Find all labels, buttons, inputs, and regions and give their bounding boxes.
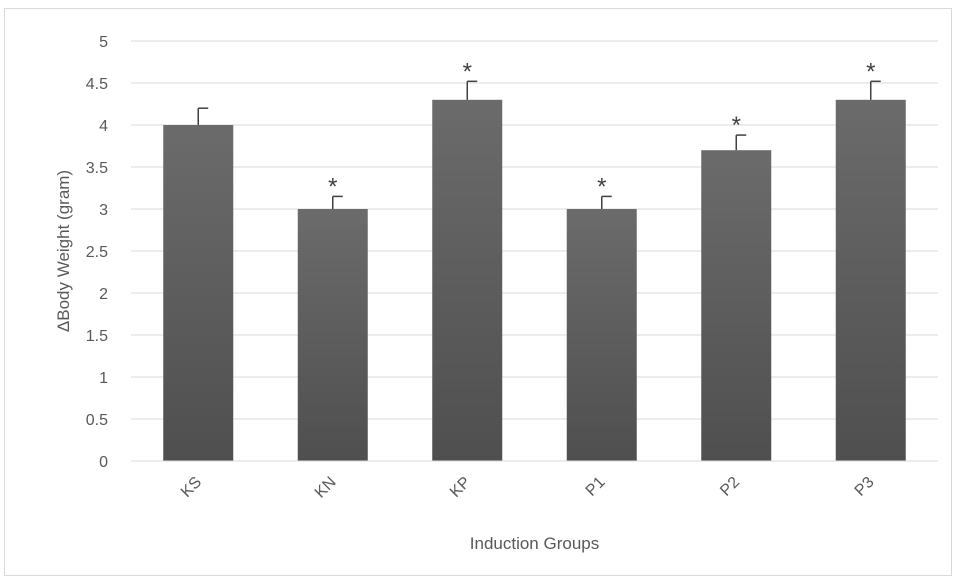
y-axis-title: ΔBody Weight (gram)	[54, 170, 73, 332]
y-tick-label: 4	[99, 118, 108, 135]
x-axis-title: Induction Groups	[470, 534, 599, 553]
x-tick-label: P2	[717, 474, 743, 500]
significance-mark: *	[328, 173, 337, 200]
x-tick-label: KS	[178, 474, 205, 501]
error-bar-kn	[332, 195, 343, 209]
error-bar-ks	[197, 107, 209, 125]
bars	[163, 99, 906, 462]
bar-ks	[163, 125, 234, 461]
y-axis-ticks: 0 0.5 1 1.5 2 2.5 3 3.5 4 4.5 5	[86, 34, 108, 471]
y-tick-label: 2.5	[86, 244, 108, 261]
x-tick-label: P1	[583, 474, 609, 500]
y-tick-label: 3.5	[86, 160, 108, 177]
x-tick-label: KP	[447, 474, 474, 501]
y-tick-label: 2	[99, 286, 108, 303]
y-tick-label: 1	[99, 370, 108, 387]
y-tick-label: 4.5	[86, 76, 108, 93]
bar-p2	[701, 150, 772, 461]
significance-marks: * * * * *	[328, 58, 875, 200]
significance-mark: *	[463, 58, 472, 85]
y-tick-label: 0.5	[86, 412, 108, 429]
significance-mark: *	[597, 173, 606, 200]
error-bars	[197, 80, 881, 209]
error-bar-kp	[466, 80, 478, 100]
bar-p1	[566, 209, 637, 461]
gridlines	[131, 40, 938, 420]
x-axis-ticks: KS KN KP P1 P2 P3	[178, 474, 878, 502]
y-tick-label: 1.5	[86, 328, 108, 345]
significance-mark: *	[732, 112, 741, 139]
bar-kn	[297, 209, 368, 461]
x-tick-label: P3	[852, 474, 878, 500]
x-tick-label: KN	[312, 474, 340, 502]
error-bar-p3	[870, 80, 881, 100]
y-tick-label: 5	[99, 34, 108, 51]
y-tick-label: 0	[99, 454, 108, 471]
error-bar-p2	[735, 134, 747, 151]
y-tick-label: 3	[99, 202, 108, 219]
significance-mark: *	[866, 58, 875, 85]
bar-kp	[432, 99, 503, 462]
error-bar-p1	[601, 195, 612, 209]
bar-p3	[835, 99, 906, 462]
